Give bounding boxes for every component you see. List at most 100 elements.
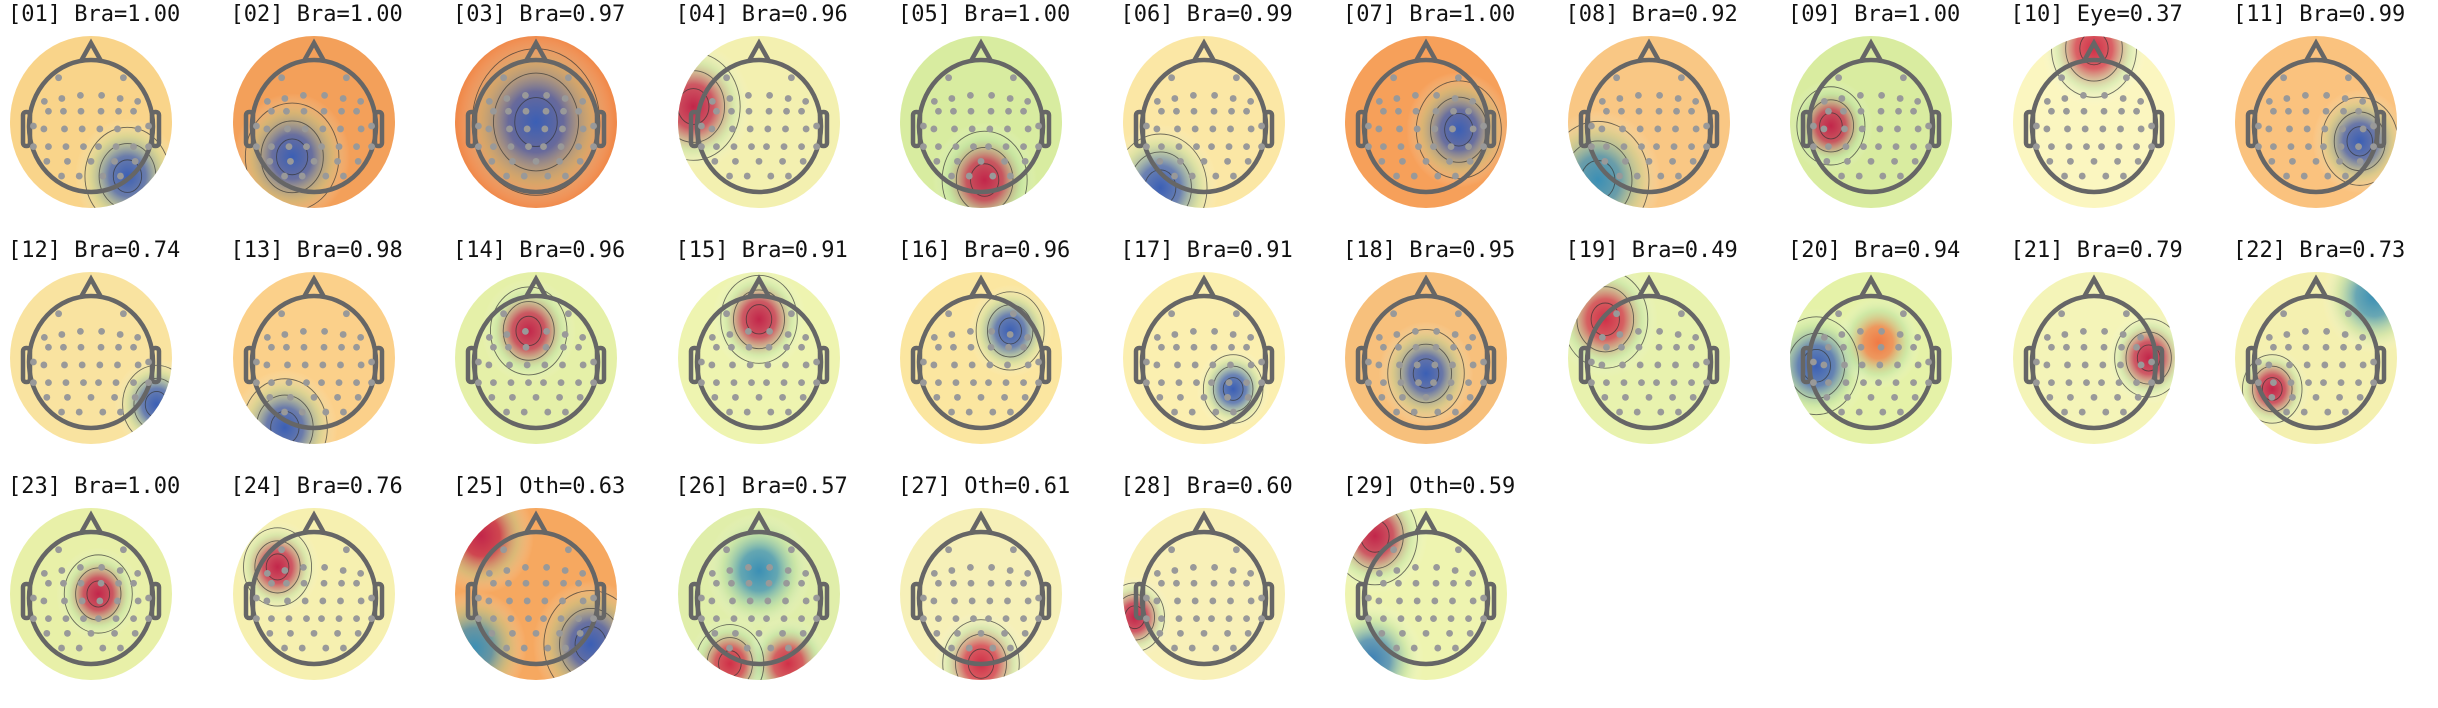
electrode-dot (1410, 172, 1418, 180)
electrode-dot (1465, 107, 1472, 115)
electrode-dot (87, 157, 95, 165)
electrode-dot (1636, 361, 1644, 369)
electrode-dot (2147, 379, 2155, 387)
electrode-dot (1157, 143, 1165, 151)
electrode-dot (475, 122, 482, 130)
electrode-dot (1176, 629, 1184, 637)
electrode-dot (1395, 107, 1402, 115)
electrode-dot (707, 361, 715, 369)
contour-line (1345, 508, 1418, 586)
topomap-head (1345, 272, 1507, 444)
electrode-dot (1170, 644, 1178, 652)
electrode-dot (797, 615, 805, 623)
topomap-head (455, 272, 617, 444)
component-title: [25] Oth=0.63 (453, 474, 626, 499)
electrode-dot (778, 157, 786, 165)
electrode-dot (1911, 157, 1919, 165)
electrode-dot (559, 125, 566, 133)
electrode-dot (111, 629, 118, 637)
electrode-dot (968, 597, 976, 605)
electrode-dot (2270, 107, 2277, 115)
electrode-dot (2265, 361, 2273, 369)
electrode-dot (1674, 408, 1682, 416)
electrode-dot (2270, 379, 2277, 387)
electrode-dot (1226, 125, 1234, 133)
electrode-dot (1469, 97, 1477, 105)
electrode-dot (727, 107, 735, 115)
electrode-dot (300, 579, 307, 587)
electrode-dot (265, 157, 273, 165)
electrode-dot (285, 615, 292, 623)
electrode-dot (1006, 331, 1014, 338)
electrode-dot (1820, 333, 1828, 341)
component-title: [16] Bra=0.96 (898, 238, 1071, 263)
electrode-dot (781, 361, 789, 369)
electrode-dot (1838, 408, 1845, 416)
electrode-dot (30, 143, 37, 151)
electrode-dot (1208, 597, 1216, 605)
electrode-dot (1399, 393, 1406, 401)
electrode-dot (746, 125, 754, 133)
component-topomap: [21] Bra=0.79 (2003, 236, 2225, 472)
electrode-dot (987, 579, 995, 587)
electrode-dot (117, 408, 124, 416)
electrode-dot (1702, 122, 1710, 130)
electrode-dot (485, 597, 493, 605)
electrode-dot (115, 579, 122, 587)
electrode-dot (1894, 361, 1901, 369)
electrode-dot (252, 122, 260, 130)
electrode-dot (30, 358, 37, 366)
electrode-dot (2287, 143, 2295, 151)
electrode-dot (560, 579, 567, 587)
electrode-dot (765, 91, 773, 99)
electrode-dot (45, 343, 52, 351)
electrode-dot (1687, 343, 1695, 351)
electrode-dot (2060, 95, 2068, 102)
topomap-head (677, 272, 840, 444)
electrode-dot (746, 597, 754, 605)
electrode-dot (298, 408, 306, 416)
electrode-dot (728, 361, 736, 369)
electrode-dot (352, 143, 360, 151)
component-title: [02] Bra=1.00 (230, 2, 403, 27)
component-title: [22] Bra=0.73 (2233, 238, 2406, 263)
electrode-dot (1897, 172, 1904, 180)
electrode-dot (280, 95, 288, 102)
electrode-dot (114, 597, 121, 605)
activation-blob (1378, 321, 1474, 426)
activation-blob (1567, 110, 1661, 208)
electrode-dot (265, 393, 273, 401)
electrode-dot (98, 91, 106, 99)
electrode-dot (1857, 107, 1865, 115)
electrode-dot (45, 143, 52, 151)
head-outline (465, 274, 607, 431)
electrode-dot (1867, 157, 1875, 165)
electrode-dot (989, 644, 997, 652)
electrode-dot (367, 358, 375, 366)
electrode-dot (522, 343, 530, 351)
electrode-dot (134, 125, 142, 133)
electrode-dot (1677, 74, 1685, 82)
electrode-dot (2300, 172, 2308, 180)
electrode-dot (778, 629, 786, 637)
component-title: [18] Bra=0.95 (1343, 238, 1516, 263)
electrode-dot (557, 615, 565, 623)
electrode-dot (1396, 361, 1403, 369)
electrode-dot (765, 327, 773, 335)
electrode-dot (145, 615, 152, 623)
contour-line (1222, 377, 1244, 401)
electrode-dot (1232, 546, 1240, 554)
contour-line (970, 163, 1000, 197)
electrode-dot (2119, 95, 2127, 102)
electrode-dot (1858, 125, 1866, 133)
electrode-dot (1687, 143, 1695, 151)
electrode-dot (1035, 379, 1042, 387)
electrode-dot (503, 408, 510, 416)
electrode-dot (96, 125, 104, 133)
electrode-dot (357, 597, 365, 605)
electrode-dot (782, 343, 790, 351)
electrode-dot (1844, 393, 1851, 401)
electrode-dot (2283, 408, 2290, 416)
electrode-dot (2101, 172, 2109, 180)
electrode-dot (1207, 379, 1215, 387)
